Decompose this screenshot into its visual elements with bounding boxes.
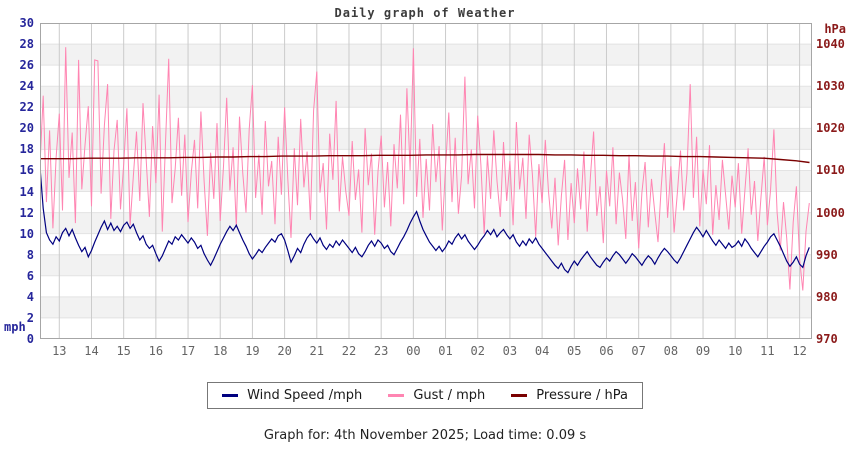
y-left-tick-label: 10	[19, 226, 34, 241]
y-right-tick-label: 980	[816, 289, 838, 304]
series-line-gust-mph	[40, 47, 810, 291]
footer-note: Graph for: 4th November 2025; Load time:…	[263, 428, 587, 443]
x-tick-label: 12	[792, 344, 807, 358]
x-tick-label: 17	[180, 344, 196, 358]
y-left-tick-label: 26	[19, 58, 34, 73]
y-right-tick-label: 1020	[816, 121, 845, 136]
x-tick-label: 22	[341, 344, 357, 358]
y-left-tick-label: 22	[19, 100, 34, 115]
x-tick-label: 05	[567, 344, 582, 358]
legend-item: Pressure / hPa	[511, 388, 628, 403]
legend-item: Wind Speed /mph	[222, 388, 362, 403]
series-line-wind-speed-mph	[40, 167, 810, 274]
x-tick-label: 10	[727, 344, 743, 358]
plot-band	[40, 128, 812, 150]
x-tick-label: 11	[760, 344, 775, 358]
legend: Wind Speed /mph Gust / mph Pressure / hPa	[207, 382, 643, 409]
y-right-tick-label: 990	[816, 247, 838, 262]
y-left-tick-label: 16	[19, 163, 34, 178]
x-tick-label: 00	[406, 344, 421, 358]
x-tick-label: 03	[502, 344, 518, 358]
y-right-tick-label: 1010	[816, 163, 845, 178]
y-right-tick-label: 1040	[816, 37, 845, 52]
y-left-tick-label: 12	[19, 205, 34, 220]
x-tick-label: 01	[438, 344, 453, 358]
y-left-tick-label: 8	[26, 247, 34, 262]
y-left-tick-label: 24	[19, 79, 34, 94]
plot-band	[40, 212, 812, 234]
plot-area	[40, 23, 812, 339]
y-left-tick-label: 2	[26, 310, 34, 325]
y-left-tick-label: 20	[19, 121, 34, 136]
legend-label: Gust / mph	[413, 388, 486, 403]
x-tick-label: 21	[309, 344, 324, 358]
legend-label: Wind Speed /mph	[247, 388, 363, 403]
y-right-tick-label: 1030	[816, 79, 845, 94]
x-tick-label: 08	[663, 344, 679, 358]
x-tick-label: 16	[148, 344, 164, 358]
legend-swatch-gust-mph	[388, 394, 405, 397]
x-tick-label: 04	[534, 344, 550, 358]
plot-border	[40, 23, 812, 339]
y-left-tick-label: 4	[26, 289, 34, 304]
y-left-tick-label: 30	[19, 16, 34, 30]
chart-title: Daily graph of Weather	[334, 6, 516, 20]
x-tick-label: 15	[116, 344, 131, 358]
right-axis-unit-label: hPa	[824, 22, 846, 36]
x-tick-label: 14	[84, 344, 99, 358]
legend-item: Gust / mph	[388, 388, 485, 403]
y-left-tick-label: 0	[26, 332, 34, 346]
plot-band	[40, 296, 812, 318]
x-tick-label: 18	[213, 344, 228, 358]
x-tick-label: 07	[631, 344, 646, 358]
y-left-tick-label: 14	[19, 184, 34, 199]
x-tick-label: 06	[599, 344, 614, 358]
left-axis-unit-label: mph	[4, 320, 26, 334]
plot-band	[40, 254, 812, 276]
x-tick-label: 13	[52, 344, 67, 358]
y-right-tick-label: 1000	[816, 205, 845, 220]
y-left-tick-label: 28	[19, 37, 34, 52]
plot-band	[40, 86, 812, 108]
x-tick-label: 02	[470, 344, 485, 358]
y-left-tick-label: 6	[26, 268, 34, 283]
legend-label: Pressure / hPa	[536, 388, 628, 403]
x-tick-label: 23	[373, 344, 389, 358]
x-tick-label: 09	[695, 344, 711, 358]
y-right-tick-label: 970	[816, 332, 838, 346]
legend-swatch-pressure-hpa	[511, 394, 528, 397]
legend-swatch-wind-speed-mph	[222, 394, 239, 397]
y-left-tick-label: 18	[19, 142, 34, 157]
x-tick-label: 19	[245, 344, 260, 358]
plot-band	[40, 44, 812, 66]
x-tick-label: 20	[277, 344, 292, 358]
series-line-pressure-hpa	[40, 153, 810, 164]
